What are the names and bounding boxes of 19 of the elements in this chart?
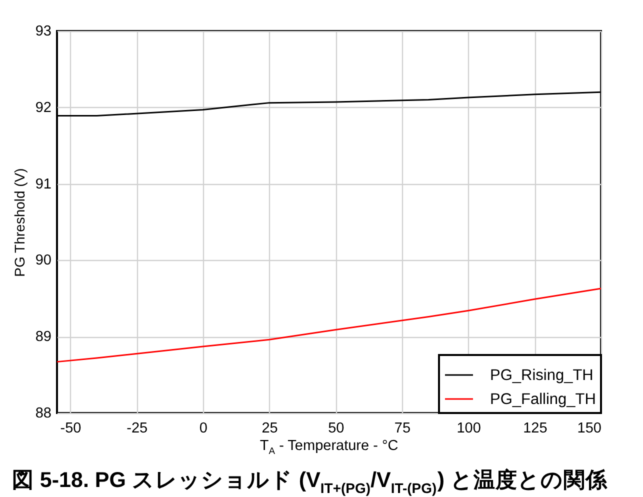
x-tick-label: 125 bbox=[523, 420, 548, 436]
x-tick-label: 25 bbox=[262, 420, 278, 436]
x-tick-label: 100 bbox=[456, 420, 481, 436]
y-tick-label: 91 bbox=[35, 176, 52, 192]
y-tick-label: 89 bbox=[35, 329, 52, 346]
y-axis-title: PG Threshold (V) bbox=[11, 168, 28, 277]
legend-label: PG_Rising_TH bbox=[490, 367, 594, 384]
y-tick-label: 90 bbox=[35, 252, 52, 269]
x-tick-label: 50 bbox=[328, 420, 344, 436]
legend-label: PG_Falling_TH bbox=[490, 391, 596, 408]
x-tick-label: 0 bbox=[199, 420, 208, 436]
line-series bbox=[56, 288, 602, 363]
x-tick-label: 150 bbox=[577, 420, 602, 436]
x-tick-label: -50 bbox=[60, 420, 82, 436]
x-tick-label: -25 bbox=[126, 420, 148, 436]
x-tick-label: 75 bbox=[394, 420, 411, 436]
y-tick-label: 88 bbox=[35, 406, 52, 422]
y-tick-label: 92 bbox=[35, 100, 52, 116]
y-tick-label: 93 bbox=[35, 24, 52, 40]
